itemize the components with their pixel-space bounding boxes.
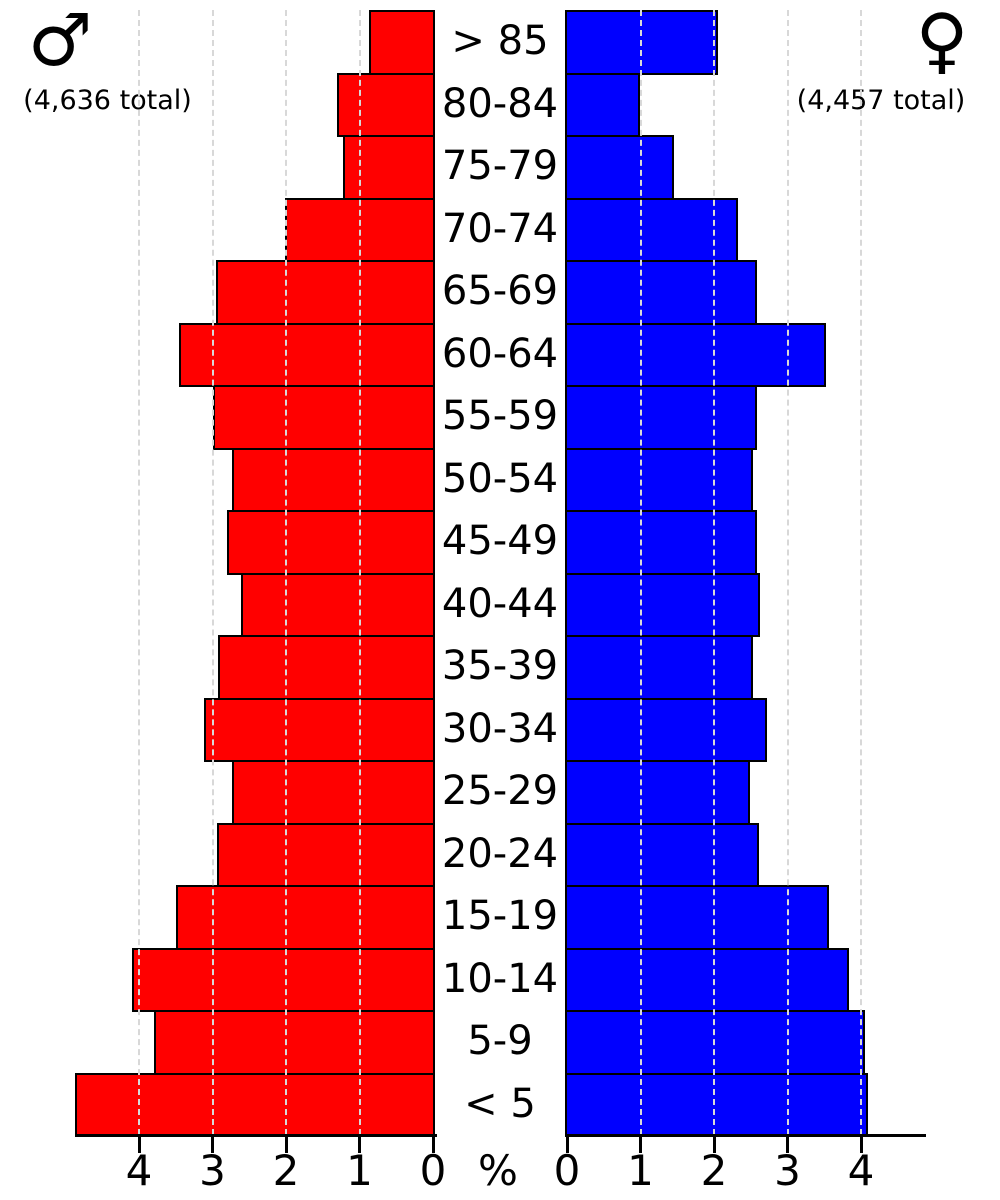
x-tick-right-2-mark — [712, 1137, 716, 1153]
x-axis-line-right — [565, 1134, 926, 1137]
age-group-label: 50-54 — [441, 455, 559, 502]
x-tick-left-1: 1 — [346, 1146, 373, 1195]
male-bar->85 — [369, 10, 435, 75]
gridline-left-1 — [358, 10, 361, 1135]
x-tick-right-2: 2 — [700, 1146, 728, 1195]
age-group-label: 20-24 — [441, 830, 559, 877]
female-symbol-icon: ♀ — [915, 0, 969, 82]
age-group-label: < 5 — [464, 1080, 536, 1127]
male-total-label: (4,636 total) — [23, 85, 192, 116]
age-group-label: 35-39 — [441, 643, 559, 690]
x-tick-left-4-mark — [137, 1137, 141, 1153]
age-group-label: 25-29 — [441, 768, 559, 815]
male-bar-75-79 — [342, 135, 435, 200]
age-group-label: > 85 — [451, 18, 549, 65]
male-symbol-icon: ♂ — [27, 0, 93, 82]
x-tick-right-1: 1 — [627, 1146, 654, 1195]
female-bar-<5 — [565, 1072, 869, 1137]
female-bar-65-69 — [565, 260, 757, 325]
x-tick-right-3: 3 — [774, 1146, 801, 1195]
x-tick-left-2-mark — [284, 1137, 288, 1153]
female-bar-15-19 — [565, 885, 830, 950]
female-bar-70-74 — [565, 197, 738, 262]
gridline-left-4 — [138, 10, 140, 1135]
female-bar-10-14 — [565, 947, 850, 1012]
age-group-label: 75-79 — [441, 143, 559, 190]
male-bar-45-49 — [227, 510, 435, 575]
female-bar-25-29 — [565, 760, 750, 825]
x-axis-line-left — [75, 1134, 437, 1137]
x-tick-right-3-mark — [786, 1137, 789, 1153]
x-tick-right-0: 0 — [553, 1146, 581, 1195]
age-group-label: 45-49 — [441, 518, 559, 565]
age-group-label: 5-9 — [467, 1018, 533, 1065]
age-group-label: 40-44 — [441, 580, 559, 627]
age-group-label: 55-59 — [441, 393, 559, 440]
male-bar-30-34 — [203, 697, 435, 762]
gridline-right-1 — [639, 10, 642, 1135]
female-total-label: (4,457 total) — [796, 85, 966, 116]
x-tick-right-0-mark — [565, 1137, 569, 1153]
gridline-right-4 — [860, 10, 862, 1135]
x-tick-left-3: 3 — [199, 1146, 226, 1195]
male-bar-35-39 — [217, 635, 435, 700]
x-tick-right-4-mark — [859, 1137, 863, 1153]
female-bar-35-39 — [565, 635, 753, 700]
gridline-right-3 — [786, 10, 789, 1135]
female-bar-60-64 — [565, 322, 826, 387]
x-tick-left-0-mark — [431, 1137, 435, 1153]
female-bar-5-9 — [565, 1010, 866, 1075]
male-bar-50-54 — [232, 447, 435, 512]
age-group-label: 60-64 — [441, 330, 559, 377]
male-bar-40-44 — [241, 572, 435, 637]
age-group-label: 10-14 — [441, 955, 559, 1002]
gridline-left-3 — [211, 10, 214, 1135]
female-bar-50-54 — [565, 447, 753, 512]
x-tick-left-2: 2 — [272, 1146, 300, 1195]
age-group-label: 80-84 — [441, 80, 559, 127]
x-tick-right-1-mark — [639, 1137, 642, 1153]
gridline-right-2 — [713, 10, 715, 1135]
female-bar-30-34 — [565, 697, 767, 762]
x-tick-left-1-mark — [358, 1137, 361, 1153]
age-group-label: 30-34 — [441, 705, 559, 752]
x-tick-right-4: 4 — [847, 1146, 875, 1195]
age-group-label: 70-74 — [441, 205, 559, 252]
age-group-label: 15-19 — [441, 893, 559, 940]
female-bar-45-49 — [565, 510, 757, 575]
x-tick-left-4: 4 — [125, 1146, 153, 1195]
male-bar-25-29 — [232, 760, 435, 825]
gridline-left-2 — [285, 10, 287, 1135]
x-tick-left-3-mark — [211, 1137, 214, 1153]
x-tick-left-0: 0 — [419, 1146, 447, 1195]
age-group-label: 65-69 — [441, 268, 559, 315]
percent-axis-label: % — [478, 1146, 518, 1195]
